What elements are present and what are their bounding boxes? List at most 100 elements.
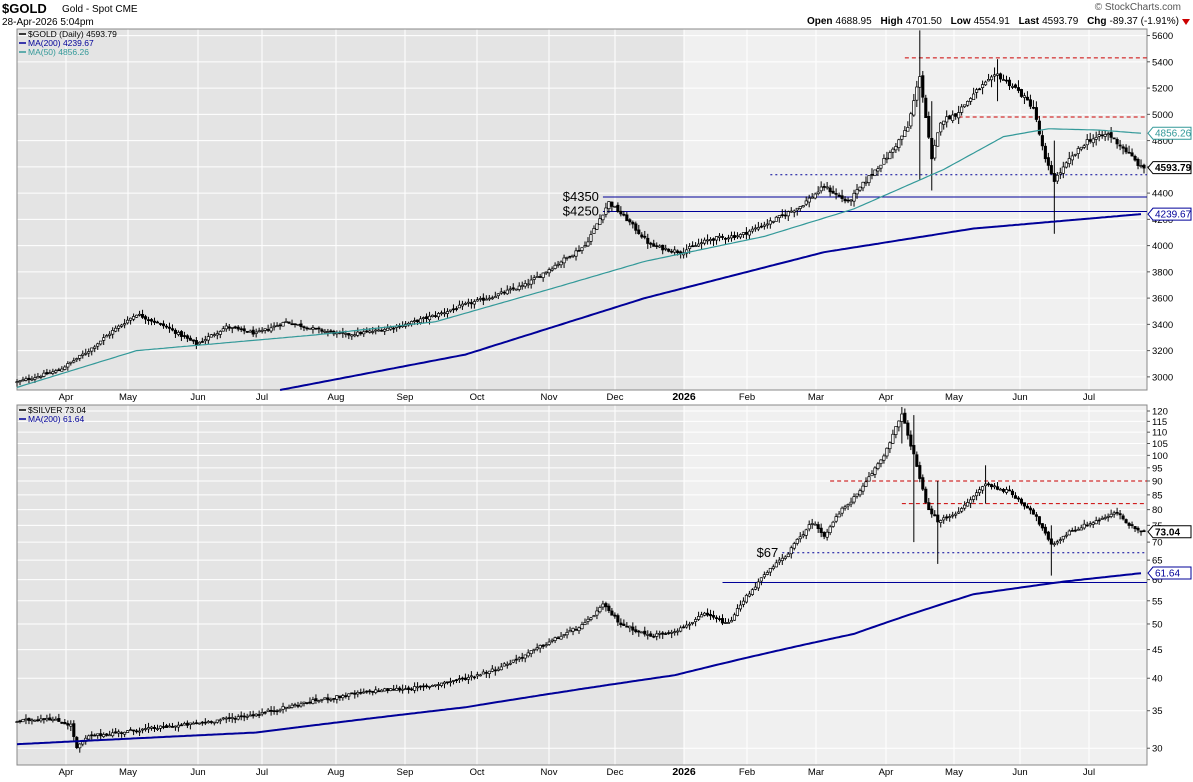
panel2-candle-body-247 (753, 586, 757, 590)
panel2-candle-body-349 (1058, 539, 1062, 542)
panel1-candle-body-157 (484, 298, 488, 301)
panel2-candle-body-223 (682, 626, 686, 629)
panel2-ytick-label-11: 85 (1152, 490, 1163, 501)
panel2-candle-body-256 (780, 557, 784, 561)
panel1-candle-body-235 (717, 235, 722, 238)
panel1-candle-body-159 (490, 297, 494, 300)
panel1-candle-body-341 (1034, 107, 1038, 120)
panel2-candle-body-113 (353, 692, 357, 695)
panel1-candle-body-80 (254, 331, 258, 334)
panel2-candle-body-260 (792, 543, 796, 549)
panel2-candle-body-340 (1031, 509, 1035, 515)
panel1-candle-body-343 (1040, 135, 1044, 147)
panel2-candle-body-129 (401, 688, 405, 691)
panel2-candle-body-70 (224, 717, 228, 720)
panel2-xlabel-6: Oct (470, 767, 485, 778)
panel1-candle-body-96 (302, 326, 306, 329)
panel1-xlabel-2: Jun (190, 392, 205, 403)
panel2-candle-body-193 (592, 615, 596, 618)
panel2-candle-body-208 (637, 630, 641, 633)
panel2-candle-body-230 (703, 612, 707, 616)
panel2-candle-body-246 (750, 589, 754, 595)
panel1-candle-body-232 (708, 239, 713, 242)
panel1-candle-body-72 (230, 327, 234, 329)
panel2-xlabel-5: Sep (397, 767, 414, 778)
panel1-candle-body-290 (882, 158, 886, 165)
panel1-candle-body-372 (1127, 151, 1131, 154)
panel1-candle-body-75 (239, 328, 243, 331)
panel1-candle-body-172 (529, 279, 533, 285)
panel1-candle-body-46 (152, 320, 157, 323)
panel1-candle-body-272 (828, 187, 832, 193)
panel1-candle-body-351 (1064, 162, 1068, 168)
panel2-candle-body-234 (714, 617, 719, 619)
panel2-candle-body-60 (194, 722, 198, 725)
chg-label: Chg (1087, 16, 1107, 27)
panel2-candle-body-367 (1112, 512, 1116, 515)
brand-link[interactable]: © StockCharts.com (1094, 2, 1181, 13)
panel2-candle-body-180 (553, 637, 557, 641)
panel1-candle-body-34 (117, 325, 121, 329)
panel2-ytick-label-15: 105 (1152, 439, 1168, 450)
panel2-candle-body-341 (1034, 514, 1038, 517)
panel1-candle-body-200 (613, 205, 617, 208)
panel1-candle-body-279 (849, 199, 853, 202)
panel1-candle-body-101 (317, 327, 321, 330)
panel1-candle-body-363 (1100, 134, 1104, 137)
panel2-candle-body-156 (481, 671, 485, 675)
panel1-candle-body-100 (314, 327, 318, 330)
panel1-candle-body-76 (242, 328, 246, 332)
panel1-candle-body-215 (658, 245, 662, 248)
panel2-candle-body-19 (72, 723, 76, 737)
panel2-candle-body-275 (837, 513, 841, 518)
panel1-candle-body-333 (1010, 86, 1015, 88)
panel1-candle-body-187 (574, 250, 578, 257)
panel1-candle-body-78 (248, 330, 252, 333)
panel2-candle-body-112 (350, 692, 354, 695)
panel1-candle-body-123 (383, 329, 387, 332)
panel2-candle-body-99 (311, 699, 315, 704)
low-label: Low (950, 16, 971, 27)
panel1-candle-body-15 (60, 368, 64, 372)
panel1-candle-body-315 (957, 112, 961, 119)
panel1-candle-body-262 (798, 206, 802, 209)
panel2-candle-body-377 (1142, 530, 1146, 533)
panel2-candle-body-128 (398, 687, 402, 691)
panel1-candle-body-135 (419, 318, 423, 323)
panel2-candle-body-355 (1076, 528, 1080, 531)
panel2-candle-body-17 (66, 723, 70, 726)
panel2-candle-body-176 (541, 644, 545, 647)
panel2-candle-body-118 (368, 690, 372, 693)
panel2-candle-body-327 (992, 485, 997, 488)
panel1-candle-body-263 (801, 205, 805, 208)
panel2-candle-body-192 (589, 617, 593, 620)
panel2-candle-body-335 (1016, 497, 1021, 500)
panel1-candle-body-20 (75, 358, 79, 361)
panel1-candle-body-173 (532, 277, 536, 280)
panel2-xlabel-10: Feb (739, 767, 755, 778)
panel1-candle-body-239 (729, 235, 734, 239)
panel1-candle-body-257 (783, 214, 787, 217)
panel1-bg-2026 (684, 29, 1147, 390)
panel2-candle-body-329 (998, 488, 1003, 491)
panel1-candle-body-7 (36, 376, 40, 379)
panel1-candle-body-265 (807, 197, 811, 203)
panel2-candle-body-73 (233, 718, 237, 720)
panel2-candle-body-273 (831, 521, 835, 527)
panel1-xlabel-14: Jun (1012, 392, 1027, 403)
panel2-candle-body-201 (616, 615, 620, 623)
panel1-candle-body-146 (451, 308, 456, 311)
panel1-candle-body-174 (535, 276, 539, 278)
panel2-ytick-label-16: 110 (1152, 428, 1167, 439)
panel2-candle-body-224 (685, 624, 689, 628)
panel2-candle-body-78 (248, 714, 252, 717)
panel2-candle-body-302 (918, 465, 922, 479)
panel2-candle-body-259 (789, 547, 793, 555)
panel2-candle-body-362 (1097, 519, 1101, 522)
panel2-candle-body-241 (735, 608, 739, 616)
panel2-candle-body-66 (212, 721, 216, 724)
panel1-candle-body-294 (894, 146, 898, 151)
panel2-ytick-label-8: 70 (1152, 538, 1163, 549)
panel1-candle-body-4 (27, 377, 31, 380)
panel2-candle-body-279 (849, 501, 853, 505)
